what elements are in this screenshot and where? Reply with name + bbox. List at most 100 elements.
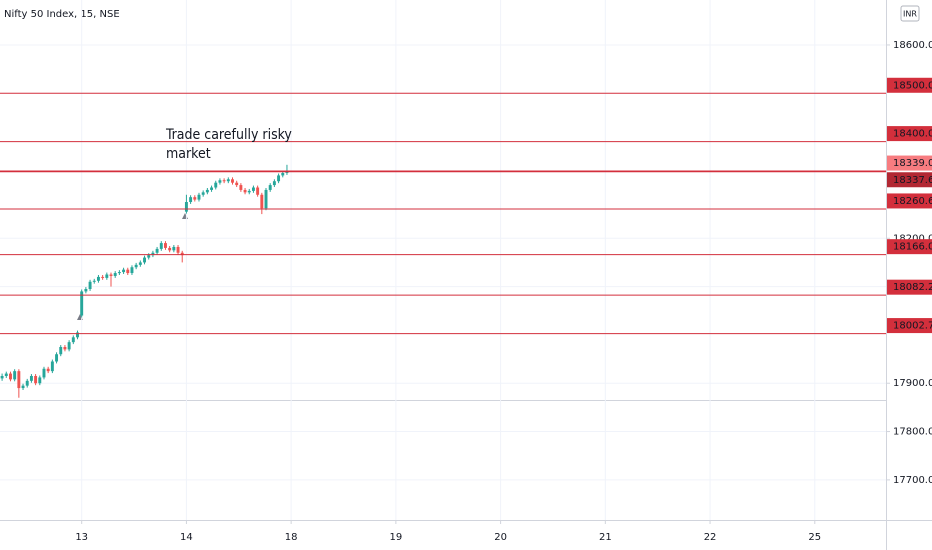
level-label-box — [887, 318, 932, 334]
candle-body — [214, 182, 218, 188]
candle-body — [205, 189, 209, 193]
candle-body — [4, 373, 8, 376]
candle-body — [189, 197, 193, 203]
candle-body — [101, 276, 105, 278]
candle-body — [71, 337, 75, 343]
level-label-box — [887, 172, 932, 188]
level-label-box — [887, 239, 932, 255]
chart-title: Nifty 50 Index, 15, NSE — [4, 9, 120, 20]
candle-body — [134, 264, 138, 268]
level-label-box — [887, 279, 932, 295]
candle-body — [155, 248, 159, 253]
candle-body — [184, 202, 188, 212]
candle-body — [9, 373, 12, 380]
candle-body — [63, 346, 67, 350]
candle-body — [67, 342, 71, 350]
candle-body — [113, 273, 117, 276]
candle-body — [235, 182, 239, 186]
candle-body — [176, 246, 180, 253]
candle-body — [210, 187, 214, 190]
y-tick-label: 18200.00 — [893, 233, 932, 244]
candle-body — [25, 380, 29, 386]
candle-body — [151, 252, 155, 256]
candle-body — [105, 274, 109, 278]
level-label: 18339.05 — [893, 158, 932, 169]
candle-body — [130, 267, 134, 274]
currency: INR — [903, 10, 917, 19]
candle-body — [264, 189, 268, 209]
candle-body — [84, 288, 88, 292]
candle-body — [180, 252, 184, 256]
candle-body — [260, 194, 264, 209]
level-label-box — [887, 155, 932, 171]
y-tick-label: 17700.00 — [893, 475, 932, 486]
candle-body — [164, 243, 167, 248]
currency-box — [900, 5, 920, 22]
candle-body — [96, 276, 100, 281]
candle-body — [239, 185, 243, 190]
candle-body — [88, 281, 92, 289]
candle-body — [159, 243, 163, 249]
y-tick-label: 17900.00 — [893, 378, 932, 389]
candle-body — [231, 179, 234, 183]
candle-body — [218, 180, 222, 183]
level-label-box — [887, 193, 932, 209]
candle-body — [277, 175, 281, 182]
candle-body — [13, 371, 17, 380]
y-tick-label: 18600.00 — [893, 40, 932, 51]
annotation: market — [166, 146, 211, 162]
candle-body — [59, 346, 63, 355]
x-tick-label: 21 — [599, 532, 612, 543]
level-label-box — [887, 77, 932, 93]
level-label-box — [887, 126, 932, 142]
candle-body — [46, 368, 50, 372]
level-label: 18400.00 — [893, 129, 932, 140]
x-tick-label: 19 — [390, 532, 403, 543]
candle-body — [272, 181, 276, 186]
level-label: 18260.65 — [893, 196, 932, 207]
x-tick-label: 18 — [285, 532, 298, 543]
candle-body — [117, 272, 121, 274]
level-label: 18082.20 — [893, 282, 932, 293]
candle-body — [268, 185, 272, 190]
candle-body — [168, 247, 172, 251]
candle-body — [172, 246, 176, 251]
level-label: 18500.00 — [893, 80, 932, 91]
candle-body — [17, 371, 21, 389]
x-tick-label: 20 — [494, 532, 507, 543]
candle-body — [281, 173, 285, 176]
candle-body — [201, 192, 205, 195]
candle-body — [251, 187, 255, 191]
candle-body — [34, 375, 38, 384]
candle-body — [29, 375, 33, 381]
candle-body — [92, 280, 96, 282]
candle-body — [55, 354, 59, 362]
x-tick-label: 13 — [75, 532, 88, 543]
x-tick-label: 22 — [704, 532, 717, 543]
annotation: Trade carefully risky — [165, 127, 292, 143]
level-label: 18002.75 — [893, 321, 932, 332]
candle-body — [76, 332, 79, 338]
candle-body — [226, 179, 230, 182]
candle-body — [109, 274, 113, 276]
candle-body — [122, 269, 126, 273]
candle-body — [247, 190, 251, 193]
candle-body — [38, 377, 42, 384]
x-tick-label: 14 — [180, 532, 193, 543]
candle-body — [80, 291, 84, 316]
candle-body — [0, 375, 4, 379]
candle-body — [197, 194, 201, 200]
candle-body — [243, 189, 247, 193]
candle-body — [256, 187, 260, 195]
candle-body — [147, 255, 151, 258]
level-label: 18166.05 — [893, 242, 932, 253]
candle-body — [50, 361, 54, 372]
level-label: 18337.60 — [893, 175, 932, 186]
candle-body — [42, 368, 46, 378]
candle-body — [138, 262, 142, 265]
candle-body — [126, 269, 130, 274]
candle-body — [143, 257, 146, 263]
candle-body — [222, 180, 226, 182]
